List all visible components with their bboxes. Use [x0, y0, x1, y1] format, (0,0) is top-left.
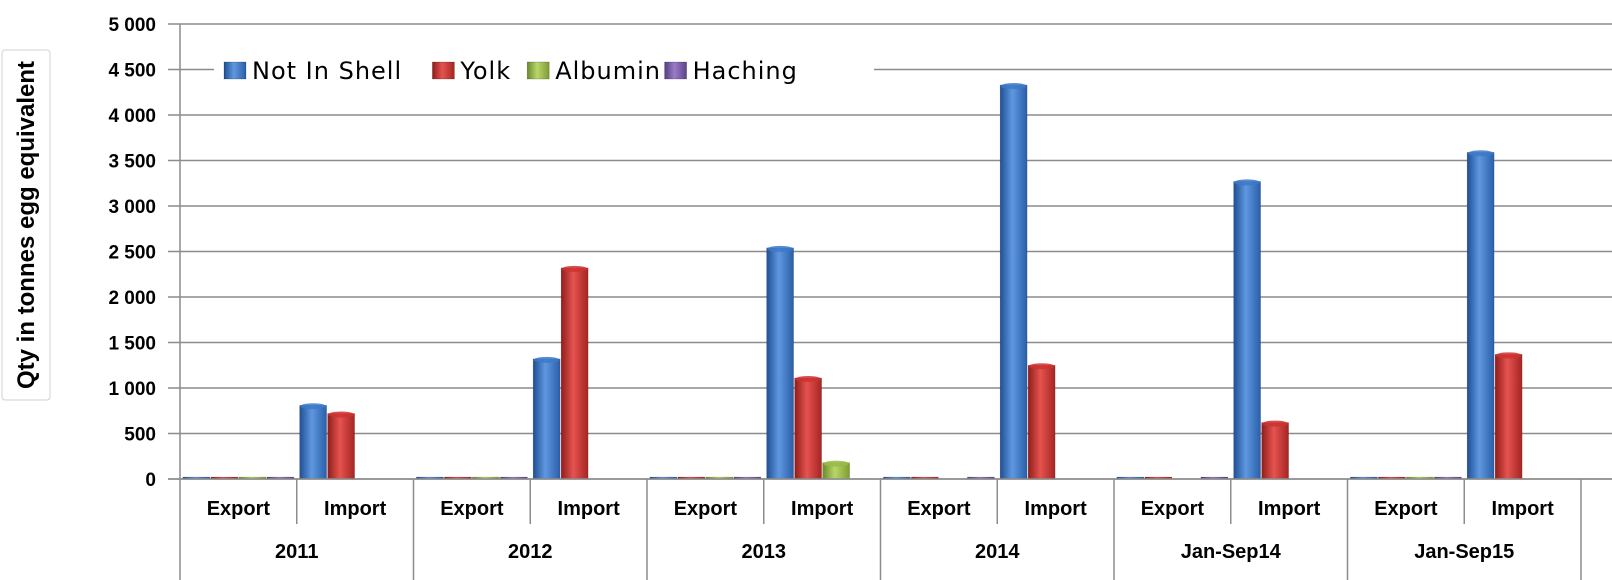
- gridlines: [168, 23, 1612, 480]
- x-category-label: Import: [324, 498, 387, 520]
- bar-cap: [328, 411, 355, 418]
- x-group-label: 2014: [975, 541, 1020, 563]
- y-tick-label: 0: [145, 470, 156, 491]
- bar-cap: [561, 265, 588, 272]
- bar-not-in-shell: [766, 247, 794, 480]
- x-category-label: Import: [1025, 498, 1088, 520]
- y-axis-title-box: [1, 49, 51, 401]
- x-group-label: Jan-Sep15: [1414, 541, 1514, 563]
- x-category-label: Export: [907, 498, 971, 520]
- x-category-label: Import: [791, 498, 854, 520]
- legend-swatch: [432, 61, 455, 80]
- x-group-label: 2012: [508, 541, 553, 563]
- bar-cap: [795, 375, 822, 382]
- x-category-label: Export: [207, 498, 271, 520]
- bar-yolk: [794, 377, 822, 480]
- bar-yolk: [327, 413, 355, 480]
- legend-swatch: [526, 61, 550, 80]
- x-category-label: Import: [558, 498, 621, 520]
- y-tick-label: 1 500: [108, 334, 156, 355]
- legend-label: Yolk: [459, 57, 511, 85]
- y-tick-label: 3 000: [108, 197, 156, 218]
- x-category-label: Export: [440, 498, 504, 520]
- y-tick-label: 1 000: [108, 379, 156, 400]
- y-tick-label: 4 000: [108, 106, 156, 127]
- bar-cap: [1467, 150, 1494, 157]
- x-category-label: Export: [1141, 498, 1205, 520]
- bar-yolk: [1027, 364, 1056, 480]
- legend-label: Albumin: [555, 57, 661, 85]
- bar-not-in-shell: [1233, 181, 1261, 480]
- y-axis-title: Qty in tonnes egg equivalent: [1, 49, 51, 401]
- bar-yolk: [560, 267, 589, 480]
- x-category-label: Export: [1374, 498, 1438, 520]
- legend-swatch: [664, 61, 687, 80]
- bar-not-in-shell: [299, 404, 327, 480]
- bar-cap: [1234, 179, 1261, 186]
- x-group-label: 2013: [742, 541, 787, 563]
- bar-cap: [533, 356, 560, 363]
- y-tick-labels: 0 500 1 000 1 500 2 000 2 500 3 000 3 500 4 000 4…: [108, 15, 156, 491]
- x-axis: [168, 478, 1612, 580]
- y-axis-title-text: Qty in tonnes egg equivalent: [13, 61, 40, 389]
- x-category-label: Import: [1258, 498, 1321, 520]
- y-tick-label: 500: [124, 425, 156, 446]
- bar-cap: [1495, 352, 1522, 359]
- x-category-label: Export: [674, 498, 738, 520]
- bars: [182, 82, 1523, 480]
- bar-not-in-shell: [532, 358, 561, 480]
- legend: Not In Shell Yolk Albumin Haching: [214, 54, 874, 86]
- y-tick-label: 2 500: [108, 243, 156, 264]
- bar-cap: [1000, 82, 1027, 89]
- bar-yolk: [1494, 354, 1523, 480]
- y-tick-label: 3 500: [108, 152, 156, 173]
- bar-cap: [1262, 420, 1289, 427]
- bar-not-in-shell: [999, 84, 1028, 480]
- bar-cap: [1028, 363, 1055, 370]
- bar-cap: [300, 403, 327, 410]
- legend-label: Not In Shell: [252, 57, 402, 85]
- bar-yolk: [1261, 422, 1289, 480]
- legend-label: Haching: [693, 57, 798, 85]
- bar-cap: [823, 460, 850, 467]
- y-tick-label: 5 000: [108, 15, 156, 36]
- y-tick-label: 2 000: [108, 288, 156, 309]
- x-group-label: 2011: [275, 541, 318, 563]
- legend-swatch: [223, 61, 247, 80]
- bar-cap: [767, 245, 794, 252]
- x-category-label: Import: [1492, 498, 1555, 520]
- y-tick-label: 4 500: [108, 61, 156, 82]
- bar-not-in-shell: [1466, 152, 1495, 480]
- x-group-label: Jan-Sep14: [1181, 541, 1282, 563]
